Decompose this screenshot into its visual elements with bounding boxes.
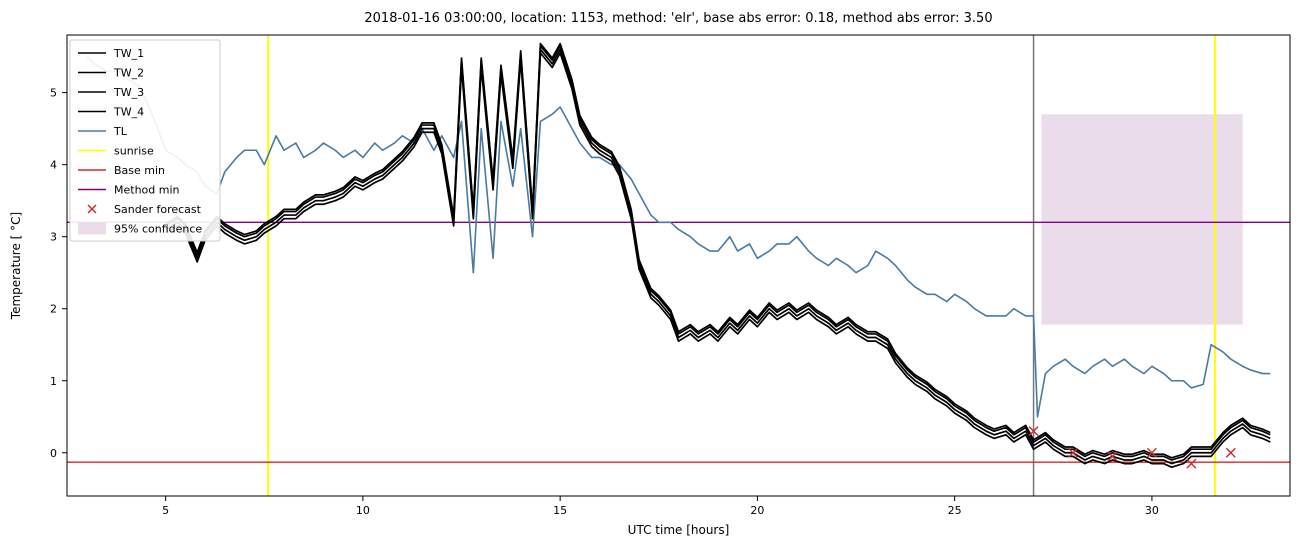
legend: TW_1 TW_2 TW_3 TW_4 TL sunrise Base min Method … [70, 40, 220, 241]
legend-item-label: 95% confidence [114, 223, 202, 236]
legend-item-label: TW_1 [113, 47, 144, 60]
ytick-label: 5 [50, 87, 57, 100]
legend-item-label: TL [113, 125, 128, 138]
chart-figure: 5 10 15 20 25 30 0 1 2 3 4 5 2018-01-16 03:00:00, lo… [0, 0, 1302, 547]
legend-item-label: TW_4 [113, 106, 144, 119]
xtick-label: 30 [1145, 504, 1159, 517]
ytick-label: 2 [50, 303, 57, 316]
legend-item-label: Method min [114, 184, 180, 197]
chart-svg: 5 10 15 20 25 30 0 1 2 3 4 5 2018-01-16 03:00:00, lo… [0, 0, 1302, 547]
legend-item-label: sunrise [114, 145, 154, 158]
ytick-label: 0 [50, 447, 57, 460]
xlabel: UTC time [hours] [628, 523, 730, 537]
legend-item-label: Base min [114, 164, 165, 177]
xtick-label: 10 [356, 504, 370, 517]
legend-item-label: Sander forecast [114, 203, 202, 216]
legend-item-label: TW_2 [113, 67, 144, 80]
xtick-label: 25 [948, 504, 962, 517]
chart-title: 2018-01-16 03:00:00, location: 1153, met… [364, 11, 992, 26]
ytick-label: 1 [50, 375, 57, 388]
ylabel: Temperature [ °C] [9, 212, 23, 320]
ytick-label: 4 [50, 159, 57, 172]
xtick-label: 5 [162, 504, 169, 517]
xtick-label: 15 [553, 504, 567, 517]
legend-item-label: TW_3 [113, 86, 144, 99]
ytick-label: 3 [50, 231, 57, 244]
confidence-band [1041, 114, 1242, 324]
xtick-label: 20 [750, 504, 764, 517]
